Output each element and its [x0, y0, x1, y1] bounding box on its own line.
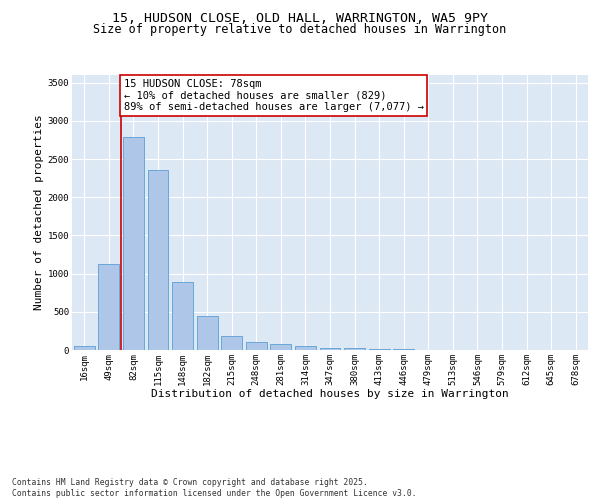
Text: 15, HUDSON CLOSE, OLD HALL, WARRINGTON, WA5 9PY: 15, HUDSON CLOSE, OLD HALL, WARRINGTON, …	[112, 12, 488, 26]
Bar	[197, 316, 218, 350]
Bar	[172, 282, 193, 350]
Text: 15 HUDSON CLOSE: 78sqm
← 10% of detached houses are smaller (829)
89% of semi-de: 15 HUDSON CLOSE: 78sqm ← 10% of detached…	[124, 79, 424, 112]
Bar	[246, 342, 267, 350]
Bar	[271, 344, 292, 350]
Bar	[295, 346, 316, 350]
X-axis label: Distribution of detached houses by size in Warrington: Distribution of detached houses by size …	[151, 389, 509, 399]
Text: Size of property relative to detached houses in Warrington: Size of property relative to detached ho…	[94, 22, 506, 36]
Text: Contains HM Land Registry data © Crown copyright and database right 2025.
Contai: Contains HM Land Registry data © Crown c…	[12, 478, 416, 498]
Bar	[123, 137, 144, 350]
Bar	[74, 346, 95, 350]
Bar	[344, 348, 365, 350]
Y-axis label: Number of detached properties: Number of detached properties	[34, 114, 44, 310]
Bar	[320, 348, 340, 350]
Bar	[148, 170, 169, 350]
Bar	[368, 349, 389, 350]
Bar	[98, 264, 119, 350]
Bar	[221, 336, 242, 350]
